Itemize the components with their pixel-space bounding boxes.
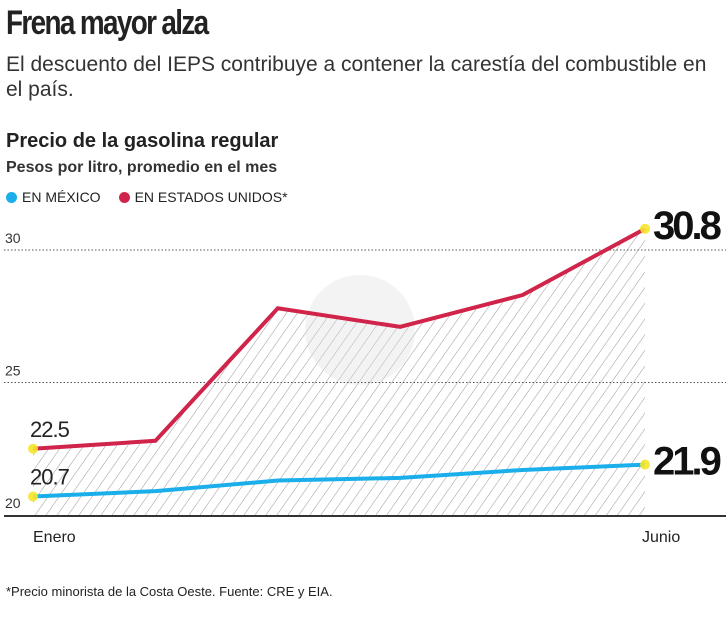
subtitle: El descuento del IEPS contribuye a conte… [6, 53, 707, 101]
x-tick-label: Enero [33, 529, 76, 546]
y-tick-label: 30 [5, 230, 21, 246]
point-marker [640, 223, 650, 234]
legend-swatch [118, 191, 130, 203]
x-tick-label: Junio [642, 529, 680, 546]
legend-swatch [6, 191, 17, 203]
point-marker [28, 491, 38, 502]
series-line-1 [32, 227, 646, 451]
legend-label: EN MÉXICO [22, 189, 101, 205]
y-tick-label: 25 [5, 363, 21, 379]
hatched-area [33, 228, 645, 516]
chart-unit: Pesos por litro, promedio en el mes [6, 159, 278, 176]
data-label-last: 30.8 [653, 204, 722, 248]
series-line-0 [32, 462, 646, 499]
legend-label: EN ESTADOS UNIDOS* [134, 189, 288, 205]
point-marker [640, 459, 650, 470]
legend: EN MÉXICO EN ESTADOS UNIDOS* [6, 189, 288, 205]
legend-item-mexico: EN MÉXICO [6, 189, 101, 205]
data-label-last: 21.9 [653, 440, 721, 484]
chart-title: Precio de la gasolina regular [6, 130, 279, 152]
headline: Frena mayor alza [6, 4, 209, 42]
y-tick-label: 20 [5, 495, 21, 511]
legend-item-usa: EN ESTADOS UNIDOS* [118, 189, 288, 205]
footnote: *Precio minorista de la Costa Oeste. Fue… [6, 584, 333, 599]
data-label-first: 22.5 [30, 417, 70, 442]
point-marker [28, 443, 38, 454]
data-label-first: 20.7 [30, 464, 70, 489]
watermark-emblem [305, 275, 415, 385]
